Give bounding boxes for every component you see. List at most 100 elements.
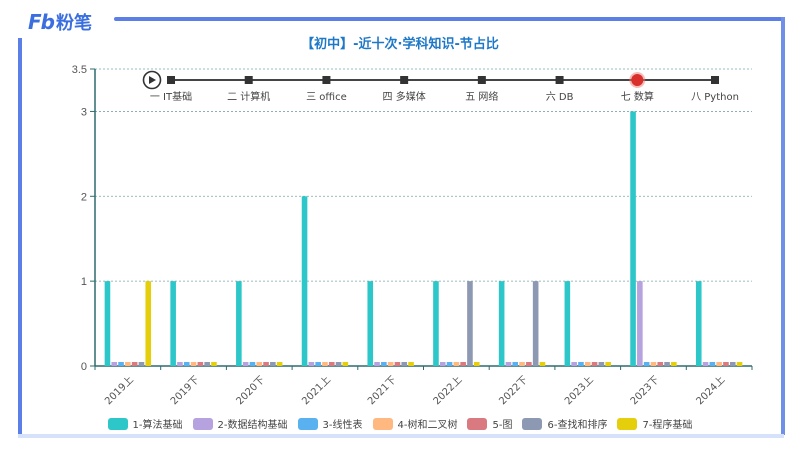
bar[interactable] bbox=[498, 281, 505, 366]
timeline-label[interactable]: 六 DB bbox=[546, 91, 574, 103]
bar[interactable] bbox=[242, 362, 249, 366]
bar[interactable] bbox=[401, 362, 408, 366]
bar[interactable] bbox=[197, 362, 204, 366]
timeline-node[interactable] bbox=[555, 76, 564, 84]
bar[interactable] bbox=[505, 362, 512, 366]
bar[interactable] bbox=[270, 362, 276, 366]
bar[interactable] bbox=[460, 362, 466, 366]
bar[interactable] bbox=[630, 111, 636, 366]
bar[interactable] bbox=[671, 362, 677, 366]
bar[interactable] bbox=[736, 362, 743, 366]
bar[interactable] bbox=[408, 362, 414, 366]
frame-right-border bbox=[781, 17, 785, 435]
legend-item[interactable]: 4-树和二叉树 bbox=[372, 416, 457, 431]
timeline-node[interactable] bbox=[167, 76, 175, 84]
bar[interactable] bbox=[433, 281, 439, 366]
bar[interactable] bbox=[183, 362, 190, 366]
bar[interactable] bbox=[605, 362, 611, 366]
timeline-label[interactable]: 一 IT基础 bbox=[150, 90, 192, 103]
bar[interactable] bbox=[539, 362, 546, 366]
bar[interactable] bbox=[584, 362, 591, 366]
timeline-label[interactable]: 四 多媒体 bbox=[383, 90, 426, 103]
legend-item[interactable]: 2-数据结构基础 bbox=[192, 416, 288, 431]
bar[interactable] bbox=[387, 362, 394, 366]
bar[interactable] bbox=[591, 362, 598, 366]
legend-item[interactable]: 1-算法基础 bbox=[107, 416, 183, 431]
bar[interactable] bbox=[315, 362, 321, 366]
bar[interactable] bbox=[190, 362, 197, 366]
bar[interactable] bbox=[170, 281, 176, 366]
legend-item[interactable]: 5-图 bbox=[467, 416, 512, 431]
bar[interactable] bbox=[716, 362, 722, 366]
bar[interactable] bbox=[342, 362, 349, 366]
legend-swatch bbox=[522, 417, 543, 430]
timeline: 一 IT基础 二 计算机 三 office 四 多媒体 五 网络 六 DB 七 数算 八 Py… bbox=[142, 70, 739, 103]
x-tick-label: 2024上 bbox=[694, 374, 728, 408]
bar[interactable] bbox=[256, 362, 263, 366]
timeline-label[interactable]: 二 计算机 bbox=[227, 90, 270, 103]
bar[interactable] bbox=[695, 281, 702, 366]
bar[interactable] bbox=[564, 281, 571, 366]
timeline-label[interactable]: 三 office bbox=[306, 92, 347, 103]
bar[interactable] bbox=[532, 281, 539, 366]
bar[interactable] bbox=[650, 362, 657, 366]
timeline-node[interactable] bbox=[322, 76, 331, 84]
bar[interactable] bbox=[328, 362, 335, 366]
bar[interactable] bbox=[664, 362, 670, 366]
bar[interactable] bbox=[578, 362, 584, 366]
y-tick-label: 0 bbox=[81, 361, 87, 373]
bar[interactable] bbox=[335, 362, 342, 366]
bar[interactable] bbox=[643, 362, 650, 366]
bar[interactable] bbox=[367, 281, 374, 366]
x-tick-label: 2021上 bbox=[300, 374, 334, 408]
bar[interactable] bbox=[598, 362, 605, 366]
bar[interactable] bbox=[236, 281, 242, 366]
y-tick-label: 3 bbox=[81, 106, 87, 118]
bar[interactable] bbox=[111, 362, 118, 366]
bar[interactable] bbox=[729, 362, 736, 366]
bar[interactable] bbox=[104, 281, 111, 366]
bar[interactable] bbox=[381, 362, 387, 366]
timeline-node[interactable] bbox=[400, 76, 409, 84]
bar[interactable] bbox=[131, 362, 138, 366]
bar[interactable] bbox=[308, 362, 315, 366]
timeline-label[interactable]: 八 Python bbox=[691, 92, 739, 103]
bar[interactable] bbox=[211, 362, 217, 366]
timeline-label[interactable]: 七 数算 bbox=[621, 90, 654, 103]
legend-item[interactable]: 7-程序基础 bbox=[617, 416, 692, 431]
bar[interactable] bbox=[118, 362, 124, 366]
bar[interactable] bbox=[138, 362, 145, 366]
bar[interactable] bbox=[453, 362, 460, 366]
bar[interactable] bbox=[526, 362, 532, 366]
bar[interactable] bbox=[394, 362, 401, 366]
bar[interactable] bbox=[177, 362, 183, 366]
bar[interactable] bbox=[374, 362, 380, 366]
bar[interactable] bbox=[467, 281, 473, 366]
bar[interactable] bbox=[519, 362, 525, 366]
bar[interactable] bbox=[473, 362, 480, 366]
timeline-node[interactable] bbox=[244, 76, 253, 84]
bar[interactable] bbox=[301, 196, 308, 366]
bar[interactable] bbox=[723, 362, 729, 366]
bar[interactable] bbox=[637, 281, 643, 366]
bar[interactable] bbox=[709, 362, 716, 366]
bar[interactable] bbox=[439, 362, 446, 366]
bar[interactable] bbox=[322, 362, 328, 366]
timeline-node-active[interactable] bbox=[631, 74, 644, 86]
bar[interactable] bbox=[263, 362, 269, 366]
bar[interactable] bbox=[145, 281, 152, 366]
timeline-node[interactable] bbox=[711, 76, 719, 84]
bar[interactable] bbox=[657, 362, 664, 366]
bar[interactable] bbox=[249, 362, 256, 366]
bar[interactable] bbox=[571, 362, 577, 366]
bar[interactable] bbox=[702, 362, 709, 366]
bar[interactable] bbox=[512, 362, 519, 366]
timeline-node[interactable] bbox=[477, 76, 486, 84]
bar[interactable] bbox=[125, 362, 131, 366]
bar[interactable] bbox=[276, 362, 283, 366]
bar[interactable] bbox=[204, 362, 210, 366]
legend-item[interactable]: 6-查找和排序 bbox=[522, 416, 607, 431]
legend-item[interactable]: 3-线性表 bbox=[297, 416, 363, 431]
bar[interactable] bbox=[446, 362, 453, 366]
timeline-label[interactable]: 五 网络 bbox=[465, 90, 498, 103]
